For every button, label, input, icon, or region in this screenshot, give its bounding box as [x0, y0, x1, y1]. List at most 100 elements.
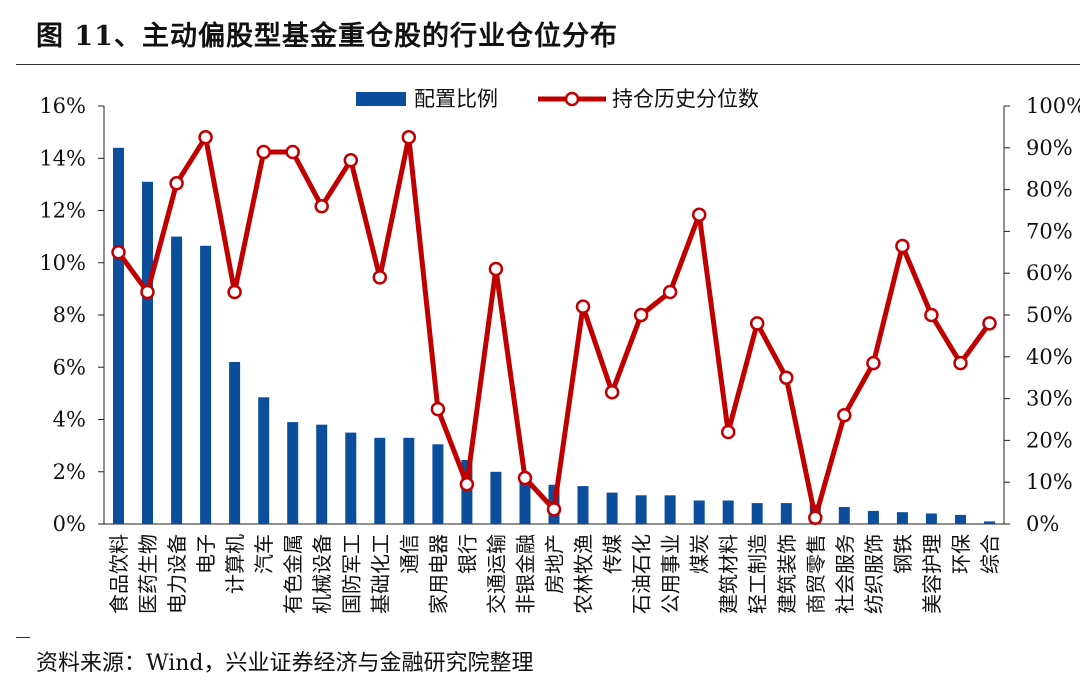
x-tick-label: 通信	[397, 534, 421, 574]
x-tick-label-group: 建筑材料	[717, 534, 741, 614]
bar	[490, 471, 502, 525]
x-tick-label: 环保	[949, 534, 973, 574]
line-point	[198, 130, 213, 145]
x-tick-label-group: 石油石化	[630, 534, 654, 614]
x-tick-label: 石油石化	[630, 534, 654, 614]
x-tick-label: 轻工制造	[746, 534, 770, 614]
right-tick-label: 60%	[1026, 261, 1073, 285]
bar	[374, 437, 386, 524]
bar	[925, 513, 937, 524]
x-tick-label-group: 国防军工	[339, 534, 363, 614]
bar	[345, 432, 357, 524]
bar	[780, 503, 792, 524]
right-tick-label: 70%	[1026, 219, 1073, 243]
line-point	[343, 153, 359, 168]
right-tick-label: 20%	[1026, 428, 1073, 452]
line-point	[953, 355, 968, 371]
line-point	[633, 307, 649, 323]
x-tick-label-group: 社会服务	[833, 534, 857, 614]
right-tick-label: 100%	[1026, 94, 1080, 118]
line-point	[749, 316, 765, 331]
x-tick-label: 纺织服饰	[862, 534, 886, 614]
bar	[200, 245, 212, 525]
right-tick-label: 0%	[1026, 512, 1059, 536]
left-tick-label: 14%	[39, 146, 86, 170]
line-point	[140, 284, 155, 300]
x-tick-label-group: 食品饮料	[107, 534, 131, 614]
bar	[867, 510, 879, 524]
x-tick-label-group: 农林牧渔	[572, 534, 596, 614]
x-tick-label: 电力设备	[165, 534, 189, 614]
line-point	[808, 510, 823, 525]
bar-series	[113, 147, 995, 525]
x-tick-label-group: 钢铁	[891, 534, 915, 574]
x-tick-label: 家用电器	[426, 534, 450, 614]
legend-line-marker	[564, 91, 580, 107]
line-point	[169, 176, 184, 191]
bar	[316, 424, 328, 524]
x-tick-label: 建筑材料	[717, 534, 741, 614]
x-tick-label: 建筑装饰	[775, 534, 799, 614]
bar	[519, 475, 531, 524]
x-tick-label: 社会服务	[833, 534, 857, 614]
chart: 0% 2% 4% 6% 8% 10% 12% 14% 16% 0% 10% 20% 30% 40% 50% 6…	[39, 87, 1080, 614]
line-point	[546, 502, 562, 517]
left-tick-label: 4%	[53, 408, 86, 432]
bar	[606, 492, 618, 524]
line-point	[895, 238, 910, 254]
x-tick-label-group: 机械设备	[310, 534, 334, 614]
x-tick-label: 农林牧渔	[572, 534, 596, 614]
x-tick-label-group: 综合	[978, 534, 1002, 574]
x-tick-label: 传媒	[601, 534, 625, 574]
axes: 0% 2% 4% 6% 8% 10% 12% 14% 16% 0% 10% 20% 30% 40% 50% 6…	[39, 94, 1080, 536]
legend-bar-swatch	[356, 92, 406, 106]
source-divider	[16, 637, 30, 638]
bar	[142, 181, 153, 525]
bar	[693, 500, 705, 524]
line-point	[575, 299, 591, 314]
line-point	[866, 355, 881, 371]
line-point	[837, 408, 852, 423]
line-path	[116, 134, 992, 521]
left-tick-label: 16%	[39, 94, 86, 118]
x-tick-label: 商贸零售	[804, 534, 828, 614]
x-tick-label-group: 建筑装饰	[775, 534, 799, 614]
bar	[664, 495, 676, 524]
x-tick-label: 综合	[978, 534, 1002, 574]
left-tick-label: 0%	[53, 512, 86, 536]
line-point	[372, 270, 388, 285]
x-tick-label-group: 房地产	[543, 534, 567, 594]
x-tick-label-group: 轻工制造	[746, 534, 770, 614]
bar	[896, 512, 908, 524]
right-tick-label: 30%	[1026, 387, 1073, 411]
x-tick-label: 煤炭	[688, 534, 712, 574]
line-point	[285, 144, 300, 160]
x-tick-label: 银行	[455, 534, 479, 574]
x-tick-label: 汽车	[252, 534, 276, 574]
left-tick-label: 2%	[53, 460, 86, 484]
line-point	[924, 307, 939, 323]
left-tick-label: 8%	[53, 303, 86, 327]
x-tick-label-group: 基础化工	[368, 534, 392, 614]
line-point	[720, 424, 736, 440]
x-tick-label-group: 医药生物	[136, 534, 160, 614]
bar	[751, 503, 763, 524]
bar	[113, 147, 124, 525]
x-tick-label-group: 汽车	[252, 534, 276, 574]
x-tick-label: 国防军工	[339, 534, 363, 614]
right-tick-label: 90%	[1026, 136, 1073, 160]
bar	[403, 437, 415, 524]
x-tick-label-group: 计算机	[223, 534, 247, 594]
x-tick-label-group: 传媒	[601, 534, 625, 574]
line-point	[691, 207, 707, 222]
x-tick-label-group: 美容护理	[920, 534, 944, 614]
x-tick-label: 交通运输	[484, 534, 508, 614]
legend-line-label: 持仓历史分位数	[612, 87, 759, 111]
line-point	[401, 130, 417, 145]
right-tick-label: 50%	[1026, 303, 1073, 327]
line-series	[111, 130, 997, 525]
x-tick-label: 钢铁	[891, 534, 915, 574]
legend-bar-label: 配置比例	[414, 87, 498, 111]
line-point	[517, 470, 533, 486]
left-tick-label: 6%	[53, 355, 86, 379]
